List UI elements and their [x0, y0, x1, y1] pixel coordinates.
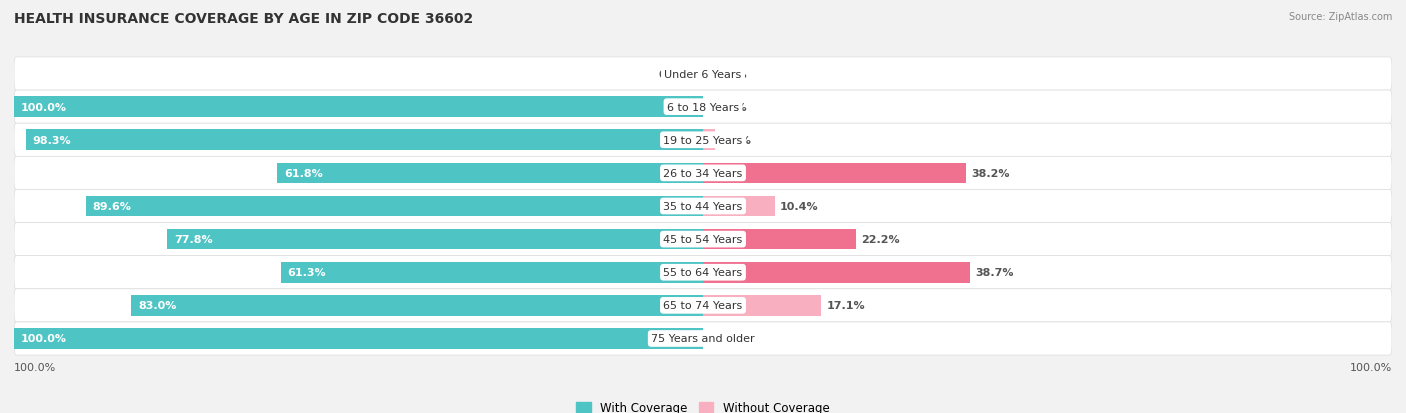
Text: 6 to 18 Years: 6 to 18 Years	[666, 102, 740, 112]
Text: HEALTH INSURANCE COVERAGE BY AGE IN ZIP CODE 36602: HEALTH INSURANCE COVERAGE BY AGE IN ZIP …	[14, 12, 474, 26]
FancyBboxPatch shape	[14, 322, 1392, 355]
Bar	[86, 196, 703, 217]
Text: 45 to 54 Years: 45 to 54 Years	[664, 235, 742, 244]
Bar	[14, 97, 703, 118]
Text: 0.0%: 0.0%	[658, 69, 689, 79]
FancyBboxPatch shape	[14, 289, 1392, 322]
Text: 10.4%: 10.4%	[780, 202, 818, 211]
Text: 0.0%: 0.0%	[717, 102, 748, 112]
Text: 26 to 34 Years: 26 to 34 Years	[664, 169, 742, 178]
Bar	[131, 295, 703, 316]
Text: Source: ZipAtlas.com: Source: ZipAtlas.com	[1288, 12, 1392, 22]
Text: 38.7%: 38.7%	[976, 268, 1014, 278]
Text: 0.0%: 0.0%	[717, 69, 748, 79]
FancyBboxPatch shape	[14, 58, 1392, 91]
Text: 75 Years and older: 75 Years and older	[651, 334, 755, 344]
Bar	[703, 196, 775, 217]
Text: 0.0%: 0.0%	[717, 334, 748, 344]
Text: 77.8%: 77.8%	[174, 235, 212, 244]
Legend: With Coverage, Without Coverage: With Coverage, Without Coverage	[576, 401, 830, 413]
FancyBboxPatch shape	[14, 256, 1392, 289]
Text: 100.0%: 100.0%	[21, 102, 67, 112]
Bar	[14, 328, 703, 349]
Bar	[703, 130, 716, 151]
Text: 83.0%: 83.0%	[138, 301, 176, 311]
Bar	[703, 163, 966, 184]
Text: 100.0%: 100.0%	[21, 334, 67, 344]
Bar	[703, 295, 821, 316]
Text: 100.0%: 100.0%	[1350, 363, 1392, 373]
Text: 55 to 64 Years: 55 to 64 Years	[664, 268, 742, 278]
FancyBboxPatch shape	[14, 91, 1392, 124]
Text: 19 to 25 Years: 19 to 25 Years	[664, 135, 742, 145]
Text: 22.2%: 22.2%	[862, 235, 900, 244]
Bar	[167, 229, 703, 250]
Bar	[277, 163, 703, 184]
Text: 1.8%: 1.8%	[721, 135, 752, 145]
Text: 61.3%: 61.3%	[288, 268, 326, 278]
FancyBboxPatch shape	[14, 223, 1392, 256]
Text: 17.1%: 17.1%	[827, 301, 865, 311]
Bar	[281, 262, 703, 283]
Bar	[703, 262, 970, 283]
Text: 35 to 44 Years: 35 to 44 Years	[664, 202, 742, 211]
Text: 98.3%: 98.3%	[32, 135, 72, 145]
Bar	[25, 130, 703, 151]
Text: 100.0%: 100.0%	[14, 363, 56, 373]
Text: 65 to 74 Years: 65 to 74 Years	[664, 301, 742, 311]
Text: 38.2%: 38.2%	[972, 169, 1010, 178]
Text: 61.8%: 61.8%	[284, 169, 323, 178]
FancyBboxPatch shape	[14, 124, 1392, 157]
Text: 89.6%: 89.6%	[93, 202, 132, 211]
FancyBboxPatch shape	[14, 157, 1392, 190]
Bar	[703, 229, 856, 250]
FancyBboxPatch shape	[14, 190, 1392, 223]
Text: Under 6 Years: Under 6 Years	[665, 69, 741, 79]
